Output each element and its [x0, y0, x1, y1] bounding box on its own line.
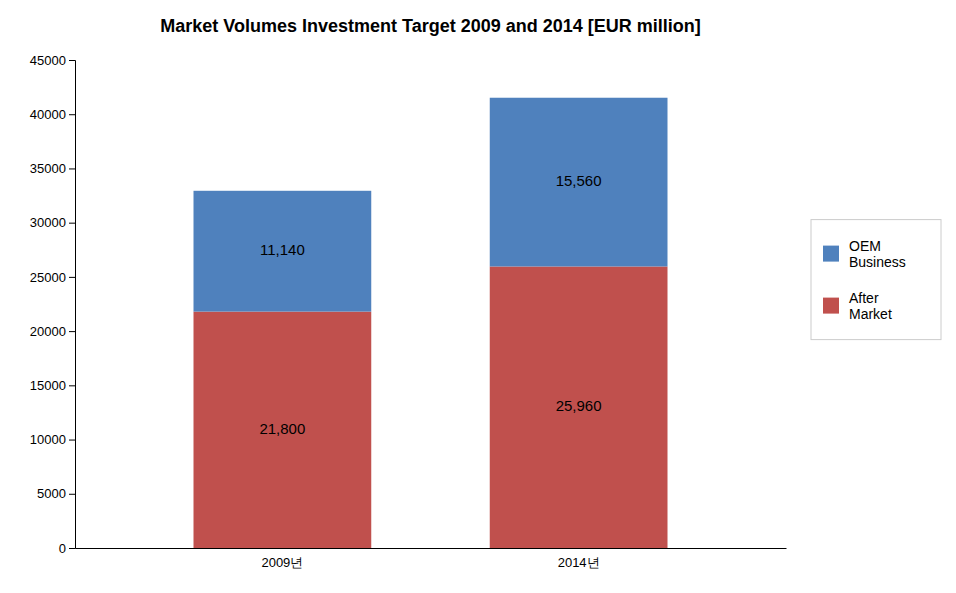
y-tick: 35000 — [30, 161, 75, 176]
y-tick: 15000 — [30, 378, 75, 393]
title: Market Volumes Investment Target 2009 an… — [160, 16, 701, 36]
x-tick-label: 2009년 — [261, 555, 303, 570]
y-tick-label: 30000 — [30, 215, 66, 230]
y-tick-mark — [69, 440, 75, 441]
data-label: 11,140 — [260, 241, 305, 258]
y-tick-label: 10000 — [30, 432, 66, 447]
y-tick: 25000 — [30, 270, 75, 285]
y-tick-mark — [69, 223, 75, 224]
bar-segment — [490, 98, 668, 267]
data-labels: 21,800 25,960 11,140 15,560 — [259, 172, 601, 437]
x-axis-line — [76, 548, 787, 549]
y-tick-label: 45000 — [30, 53, 66, 68]
y-tick: 10000 — [30, 432, 75, 447]
y-tick-label: 25000 — [30, 270, 66, 285]
y-tick-mark — [69, 385, 75, 386]
bar-segment — [194, 312, 372, 548]
y-tick: 20000 — [30, 324, 75, 339]
x-tick: 2014년 — [558, 555, 600, 570]
y-tick-mark — [69, 331, 75, 332]
y-tick-label: 0 — [59, 541, 66, 556]
legend-label: OEMBusiness — [849, 238, 906, 270]
y-tick-label: 15000 — [30, 378, 66, 393]
y-tick-mark — [69, 114, 75, 115]
y-tick: 5000 — [37, 486, 75, 501]
legend-label: AfterMarket — [849, 290, 892, 322]
y-tick-mark — [69, 60, 75, 61]
y-tick-mark — [69, 277, 75, 278]
bar-segment — [490, 266, 668, 548]
legend: OEMBusiness AfterMarket — [811, 220, 941, 340]
y-tick: 30000 — [30, 215, 75, 230]
data-label: 25,960 — [556, 397, 602, 414]
y-tick-mark — [69, 168, 75, 169]
plot: 21,800 25,960 11,140 15,560 0 5000 10000 15000 2… — [30, 53, 787, 571]
y-tick-label: 5000 — [37, 486, 66, 501]
y-tick-label: 35000 — [30, 161, 66, 176]
bars — [194, 98, 668, 548]
bar-segment — [194, 191, 372, 312]
legend-swatch — [823, 246, 839, 262]
y-tick: 45000 — [30, 53, 75, 68]
legend-frame — [811, 220, 941, 340]
legend-swatch — [823, 298, 839, 314]
x-tick: 2009년 — [261, 555, 303, 570]
y-tick-mark — [69, 548, 75, 549]
y-tick-mark — [69, 494, 75, 495]
data-label: 15,560 — [556, 172, 602, 189]
y-tick-label: 20000 — [30, 324, 66, 339]
x-axis: 2009년 2014년 — [76, 549, 787, 571]
data-label: 21,800 — [259, 420, 305, 437]
y-tick-label: 40000 — [30, 107, 66, 122]
y-tick: 40000 — [30, 107, 75, 122]
x-tick-label: 2014년 — [558, 555, 600, 570]
y-axis-line — [69, 61, 76, 549]
chart: Market Volumes Investment Target 2009 an… — [0, 0, 956, 593]
y-axis: 0 5000 10000 15000 20000 25000 30000 35000 40000… — [30, 53, 76, 556]
y-tick: 0 — [59, 541, 75, 556]
